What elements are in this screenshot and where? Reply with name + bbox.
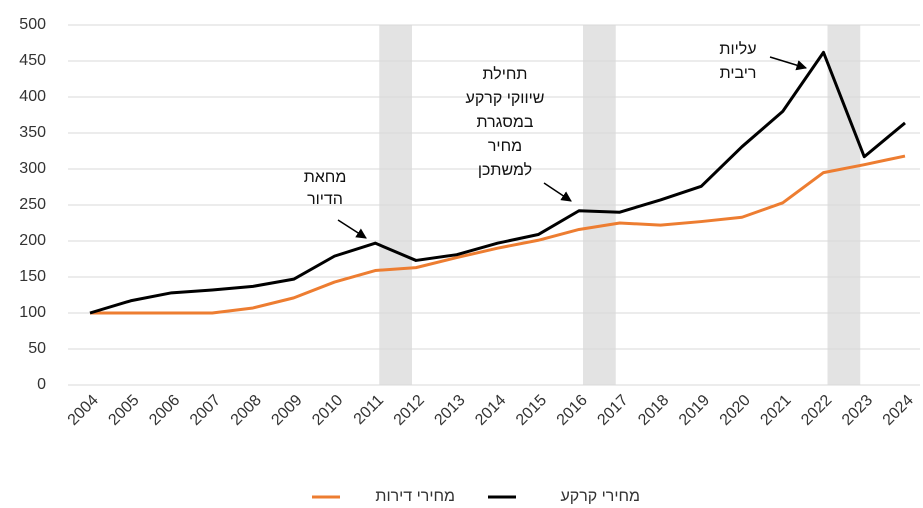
legend-label: מחירי קרקע xyxy=(560,488,640,505)
annotation-text: הדיור xyxy=(307,191,343,208)
annotation-arrow xyxy=(543,182,572,202)
x-tick-label: 2019 xyxy=(676,392,713,429)
x-tick-label: 2010 xyxy=(309,392,346,429)
x-tick-label: 2008 xyxy=(228,392,265,429)
x-tick-label: 2020 xyxy=(717,392,754,429)
y-tick-label: 500 xyxy=(19,16,46,33)
x-tick-label: 2017 xyxy=(594,392,631,429)
annotation-text: עליות xyxy=(719,40,756,58)
x-tick-label: 2014 xyxy=(472,392,509,429)
annotation-text: תחילת xyxy=(483,65,528,83)
series-line xyxy=(89,50,906,315)
x-tick-label: 2011 xyxy=(351,392,387,428)
annotation-text: למשתכן xyxy=(478,161,532,179)
x-tick-label: 2016 xyxy=(554,392,591,429)
y-tick-label: 250 xyxy=(19,196,46,213)
annotation-text: ריבית xyxy=(720,65,757,82)
y-tick-label: 300 xyxy=(19,160,46,177)
y-tick-label: 150 xyxy=(19,268,46,285)
y-tick-label: 50 xyxy=(28,340,46,357)
annotation-text: שיווקי קרקע xyxy=(466,90,545,107)
y-tick-label: 350 xyxy=(19,124,46,141)
x-tick-label: 2009 xyxy=(268,392,305,429)
y-tick-label: 450 xyxy=(19,52,46,69)
x-tick-label: 2021 xyxy=(757,392,794,429)
x-tick-label: 2018 xyxy=(635,392,672,429)
x-tick-label: 2023 xyxy=(839,392,876,429)
y-tick-label: 400 xyxy=(19,88,46,105)
y-tick-label: 0 xyxy=(37,376,46,393)
x-tick-label: 2024 xyxy=(880,392,917,429)
x-tick-label: 2013 xyxy=(431,392,468,429)
x-tick-label: 2006 xyxy=(146,392,183,429)
y-tick-label: 100 xyxy=(19,304,46,321)
annotation-arrow xyxy=(337,219,367,239)
series-line xyxy=(90,154,906,315)
x-tick-label: 2022 xyxy=(798,392,835,429)
annotation-text: במסגרת xyxy=(477,114,534,131)
x-tick-label: 2015 xyxy=(513,392,550,429)
x-tick-label: 2005 xyxy=(105,392,142,429)
annotation-arrow xyxy=(769,56,808,71)
annotation-text: מחאת xyxy=(304,169,347,186)
legend-label: מחירי דירות xyxy=(375,488,455,505)
x-tick-label: 2004 xyxy=(65,392,102,429)
annotation-text: מחיר xyxy=(488,138,522,155)
x-tick-label: 2007 xyxy=(187,392,224,429)
y-tick-label: 200 xyxy=(19,232,46,249)
x-tick-label: 2012 xyxy=(391,392,428,429)
